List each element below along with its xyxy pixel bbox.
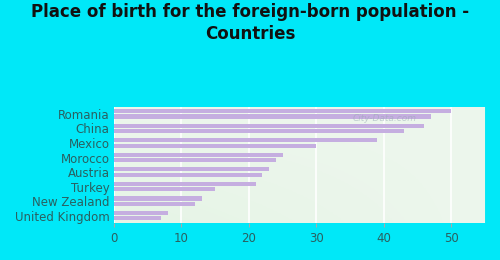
Bar [114,202,195,206]
Bar [114,173,262,177]
Bar [114,187,215,191]
Text: City-Data.com: City-Data.com [353,114,417,123]
Text: Place of birth for the foreign-born population -
Countries: Place of birth for the foreign-born popu… [31,3,469,43]
Bar [114,138,377,142]
Bar [114,211,168,215]
Bar [114,129,404,133]
Bar [114,197,202,200]
Bar [114,167,269,172]
Bar [114,182,256,186]
Bar [114,124,424,128]
Bar [114,216,161,220]
Bar [114,153,282,157]
Bar [114,158,276,162]
Bar [114,144,316,148]
Bar [114,114,431,119]
Bar [114,109,452,113]
